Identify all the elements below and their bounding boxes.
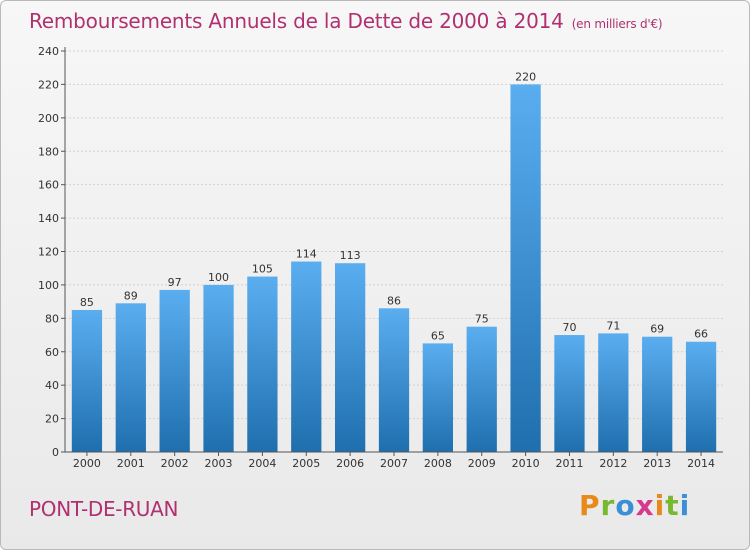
bar-value-label: 89 <box>124 289 138 302</box>
axis-layer: 0 20 40 60 80 100 120 140 160 180 200 220 240 2000 200… <box>38 45 723 470</box>
logo-letter: x <box>635 489 655 522</box>
bar <box>685 341 717 452</box>
bar <box>203 284 234 452</box>
y-tick-label: 80 <box>45 312 59 325</box>
bar-value-label: 71 <box>606 319 620 332</box>
bar-value-label: 105 <box>252 263 273 276</box>
x-tick-label: 2009 <box>468 457 496 470</box>
bar-layer <box>71 84 717 453</box>
y-tick-label: 200 <box>38 112 59 125</box>
bar <box>334 263 366 452</box>
bar-value-label: 113 <box>340 249 361 262</box>
bar <box>247 276 278 452</box>
bar-value-label: 66 <box>694 328 708 341</box>
bar <box>554 335 585 452</box>
bar <box>466 326 497 452</box>
bar <box>159 289 190 452</box>
logo-letter: o <box>615 489 636 522</box>
bar <box>291 261 322 452</box>
x-tick-label: 2002 <box>161 457 189 470</box>
x-tick-label: 2010 <box>512 457 540 470</box>
x-tick-label: 2008 <box>424 457 452 470</box>
bar <box>378 308 410 452</box>
title-text: Remboursements Annuels de la Dette de 20… <box>29 9 564 33</box>
bar-value-label: 86 <box>387 294 401 307</box>
bar <box>510 84 541 453</box>
bar <box>598 333 629 452</box>
bar-value-label: 75 <box>475 313 489 326</box>
y-tick-label: 60 <box>45 346 59 359</box>
bar <box>642 336 673 452</box>
bar-value-label: 100 <box>208 271 229 284</box>
bar-value-label: 220 <box>515 70 536 83</box>
x-tick-label: 2014 <box>687 457 715 470</box>
bar <box>71 309 103 452</box>
x-tick-label: 2000 <box>73 457 101 470</box>
x-tick-label: 2004 <box>248 457 276 470</box>
y-tick-label: 220 <box>38 78 59 91</box>
x-tick-label: 2005 <box>292 457 320 470</box>
logo-letter: r <box>600 489 616 522</box>
bar-value-label: 85 <box>80 296 94 309</box>
x-tick-label: 2006 <box>336 457 364 470</box>
bar-value-label: 70 <box>562 321 576 334</box>
city-name: PONT-DE-RUAN <box>29 497 179 521</box>
chart-title: Remboursements Annuels de la Dette de 20… <box>29 9 663 33</box>
y-tick-label: 0 <box>52 446 59 459</box>
bar-value-label: 114 <box>296 248 317 261</box>
logo-letter: i <box>679 489 691 522</box>
y-tick-label: 180 <box>38 145 59 158</box>
y-tick-label: 140 <box>38 212 59 225</box>
logo-letter: P <box>579 489 601 522</box>
x-tick-label: 2012 <box>599 457 627 470</box>
y-tick-label: 20 <box>45 413 59 426</box>
y-tick-label: 40 <box>45 379 59 392</box>
x-tick-label: 2001 <box>117 457 145 470</box>
x-tick-label: 2003 <box>205 457 233 470</box>
bar-value-label: 97 <box>168 276 182 289</box>
proxiti-logo: Proxiti <box>579 489 690 522</box>
bar <box>115 303 146 452</box>
x-tick-label: 2007 <box>380 457 408 470</box>
logo-letter: t <box>665 489 680 522</box>
bar-value-label: 69 <box>650 323 664 336</box>
y-tick-label: 100 <box>38 279 59 292</box>
label-layer: 85 89 97 100 105 114 113 86 65 75 220 70 71 69 66 <box>80 70 708 342</box>
y-tick-label: 120 <box>38 246 59 259</box>
title-unit: (en milliers d'€) <box>571 17 663 31</box>
logo-letter: i <box>654 489 666 522</box>
y-tick-label: 240 <box>38 45 59 58</box>
bar-value-label: 65 <box>431 329 445 342</box>
bar <box>422 343 454 452</box>
x-tick-label: 2013 <box>643 457 671 470</box>
y-tick-label: 160 <box>38 179 59 192</box>
x-tick-label: 2011 <box>555 457 583 470</box>
